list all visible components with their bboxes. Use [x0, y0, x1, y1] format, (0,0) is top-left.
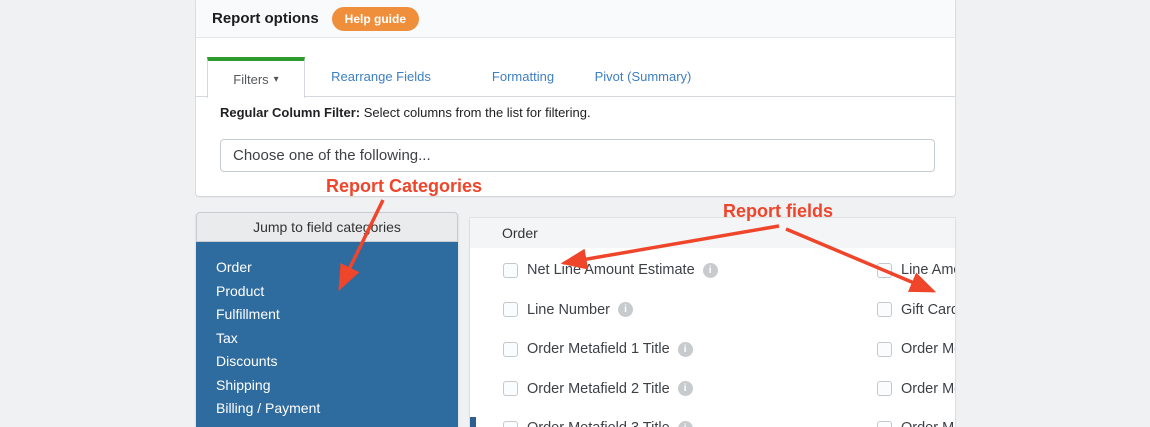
filter-hint-text: Select columns from the list for filteri… — [360, 105, 591, 120]
category-item[interactable]: Discounts — [216, 353, 278, 369]
clipped-element-sliver — [470, 417, 476, 427]
category-item[interactable]: Fulfillment — [216, 306, 280, 322]
field-checkbox[interactable] — [503, 381, 518, 396]
field-checkbox[interactable] — [877, 341, 892, 357]
field-label: Order Metafield 2 Title — [527, 380, 670, 397]
category-item[interactable]: Shipping — [216, 376, 271, 393]
category-item[interactable]: Tax — [216, 329, 238, 346]
fields-column-1: Net Line Amount Estimate i Line Number i… — [503, 260, 718, 427]
tab-formatting[interactable]: Formatting — [491, 69, 555, 84]
info-icon[interactable]: i — [702, 262, 718, 278]
field-label: Order Met — [901, 380, 955, 397]
filter-hint-title: Regular Column Filter: — [220, 105, 361, 120]
field-row[interactable]: Gift Card A i — [877, 300, 955, 320]
field-label: Order Metafield 1 Title — [527, 341, 670, 357]
fields-section-title: Order — [470, 218, 955, 248]
caret-down-icon: ▾ — [273, 74, 279, 85]
tab-bar: Filters ▾ Rearrange Fields Formatting Pi… — [196, 57, 955, 98]
field-row[interactable]: Net Line Amount Estimate i — [503, 260, 718, 280]
field-label: Line Amou — [901, 262, 955, 278]
info-icon[interactable]: i — [677, 381, 693, 396]
field-row[interactable]: Order Metafield 2 Title i — [503, 379, 718, 399]
field-checkbox[interactable] — [503, 341, 518, 357]
info-icon[interactable]: i — [677, 341, 693, 357]
field-label: Line Number — [527, 301, 611, 318]
field-checkbox[interactable] — [503, 420, 518, 427]
field-row[interactable]: Line Amou i — [877, 260, 955, 280]
tab-filters[interactable]: Filters ▾ — [207, 57, 305, 98]
category-item[interactable]: Product — [216, 282, 265, 299]
tab-rearrange-fields[interactable]: Rearrange Fields — [331, 69, 431, 84]
field-label: Order Met — [901, 341, 955, 357]
category-panel: Jump to field categories Order Product Ful… — [196, 212, 458, 427]
help-guide-button[interactable]: Help guide — [331, 6, 419, 31]
field-label: Gift Card A — [901, 301, 955, 318]
category-item[interactable]: Billing / Payment — [216, 400, 321, 416]
field-row[interactable]: Order Met i — [877, 339, 955, 359]
field-label: Order Metafield 3 Title — [527, 420, 670, 427]
field-checkbox[interactable] — [503, 262, 518, 278]
field-row[interactable]: Order Metafield 3 Title i — [503, 418, 718, 427]
field-row[interactable]: Order Metafield 1 Title i — [503, 339, 718, 359]
field-checkbox[interactable] — [877, 262, 892, 278]
annotation-report-fields: Report fields — [722, 201, 833, 221]
info-icon[interactable]: i — [677, 420, 693, 427]
page-title: Report options — [212, 10, 319, 27]
filter-hint: Regular Column Filter: Select columns fr… — [220, 105, 591, 120]
card-header: Report options Help guide — [196, 0, 955, 38]
fields-column-2: Line Amou i Gift Card A i Order Met i Or… — [877, 260, 955, 427]
field-checkbox[interactable] — [877, 302, 892, 317]
field-checkbox[interactable] — [877, 420, 892, 427]
info-icon[interactable]: i — [618, 302, 634, 317]
field-checkbox[interactable] — [877, 381, 892, 396]
tab-pivot-summary[interactable]: Pivot (Summary) — [594, 69, 692, 84]
fields-panel: Order Net Line Amount Estimate i Line Nu… — [470, 218, 955, 427]
field-label: Order Met — [901, 420, 955, 427]
category-item[interactable]: Order — [216, 259, 252, 275]
field-checkbox[interactable] — [503, 302, 518, 317]
annotation-report-categories: Report Categories — [325, 176, 483, 196]
field-row[interactable]: Line Number i — [503, 300, 718, 320]
report-options-card: Report options Help guide Filters ▾ Rear… — [196, 0, 955, 196]
category-list: Order Product Fulfillment Tax Discounts Shipp… — [196, 242, 458, 427]
field-label: Net Line Amount Estimate — [527, 262, 695, 278]
tab-filters-label: Filters — [233, 72, 269, 87]
field-row[interactable]: Order Met i — [877, 418, 955, 427]
column-filter-select[interactable]: Choose one of the following... — [220, 139, 935, 172]
category-panel-header: Jump to field categories — [196, 212, 458, 242]
field-row[interactable]: Order Met i — [877, 379, 955, 399]
